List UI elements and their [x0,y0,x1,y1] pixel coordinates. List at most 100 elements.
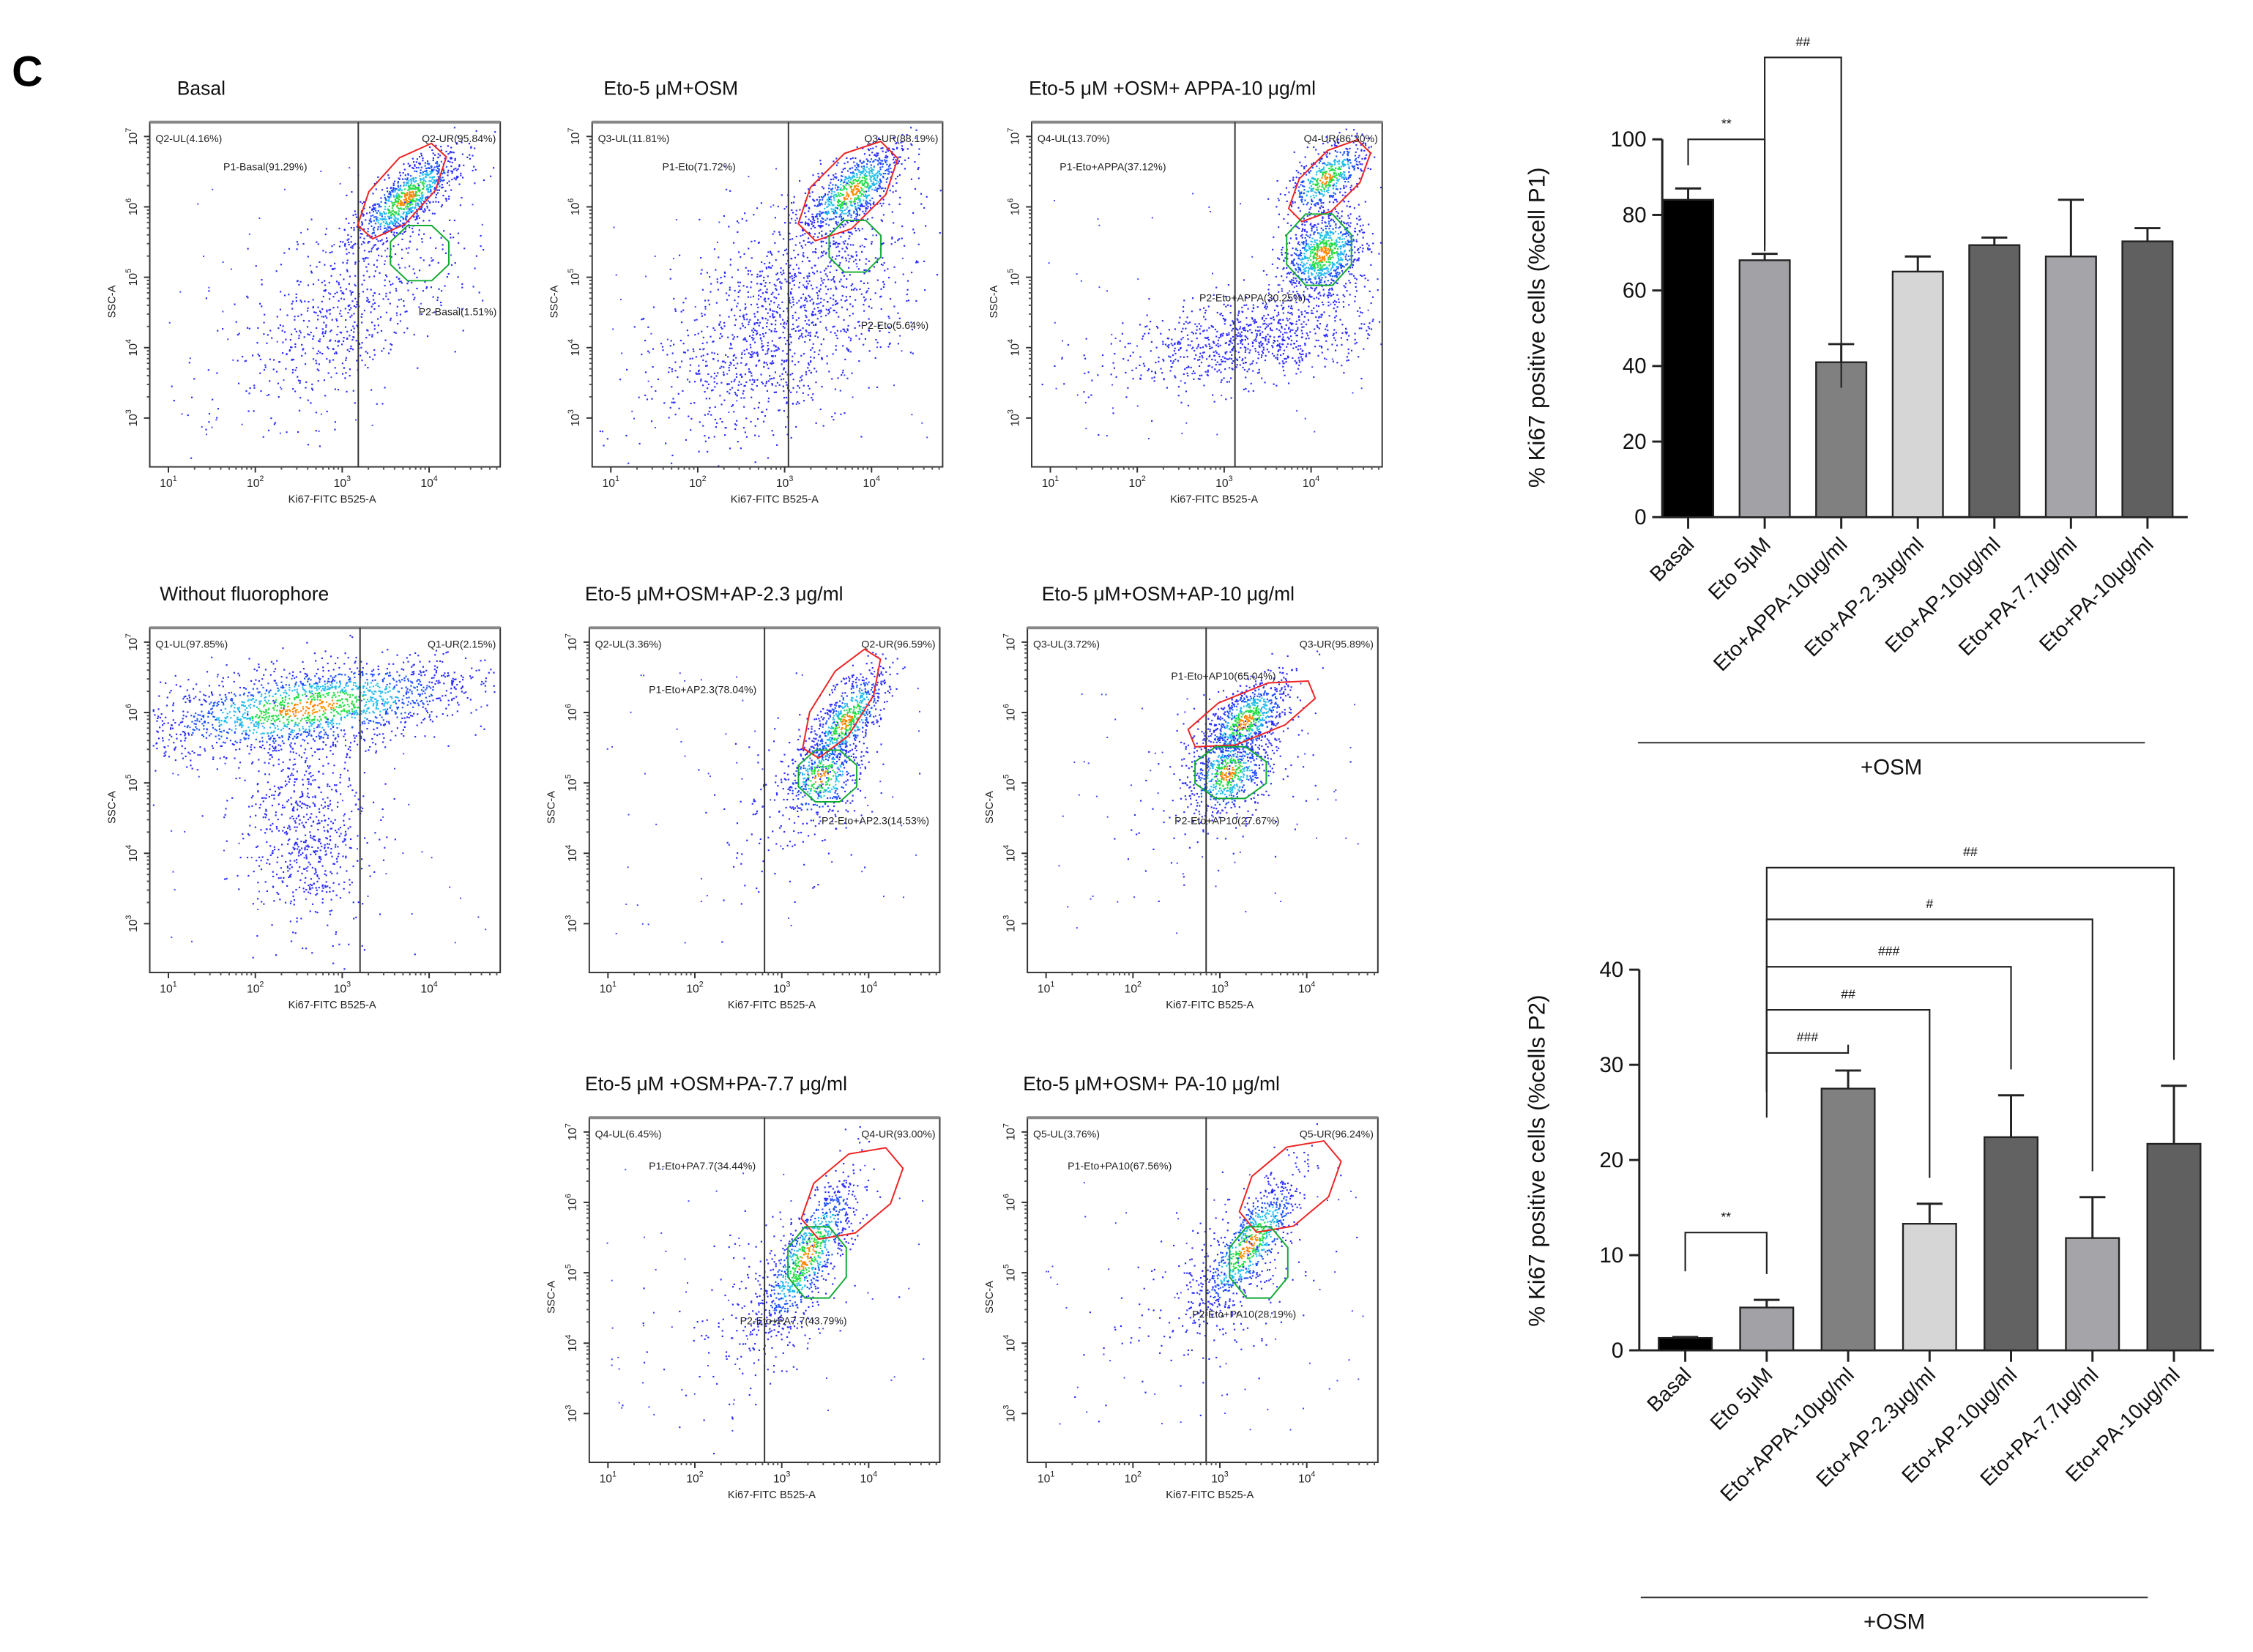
event-dot [737,222,740,224]
event-dot [1308,208,1311,210]
event-dot [1333,275,1336,278]
event-dot [1326,164,1328,166]
event-dot [814,250,816,253]
x-axis-label: Ki67-FITC B525-A [731,494,819,506]
event-dot [772,204,775,206]
event-dot [860,203,863,206]
event-dot [363,201,365,203]
event-dot [386,256,388,258]
event-dot [1290,204,1292,206]
event-dot [792,315,794,317]
event-dot [880,147,882,149]
event-dot [1358,157,1360,159]
event-dot [396,314,398,316]
event-dot [426,184,428,186]
event-dot [837,192,839,194]
event-dot [846,330,849,332]
event-dot [784,371,787,373]
event-dot [446,182,448,185]
event-dot [1339,152,1341,154]
event-dot [712,358,715,360]
event-dot [792,360,794,362]
event-dot [838,200,841,202]
event-dot [911,329,913,331]
event-dot [669,268,671,271]
event-dot [1345,258,1347,261]
event-dot [351,291,354,293]
event-dot [838,194,840,196]
event-dot [804,299,806,301]
event-dot [835,311,838,313]
event-dot [846,195,848,197]
event-dot [885,151,887,153]
event-dot [855,180,857,182]
event-dot [774,355,777,357]
event-dot [802,400,805,402]
event-dot [874,187,876,189]
event-dot [821,172,823,174]
event-dot [1324,163,1326,165]
event-dot [1262,270,1265,272]
event-dot [403,231,406,233]
event-dot [718,323,720,325]
event-dot [395,187,398,190]
event-dot [397,180,400,183]
event-dot [897,343,899,345]
event-dot [899,335,901,337]
event-dot [412,180,414,182]
event-dot [800,272,802,275]
event-dot [773,350,775,352]
event-dot [861,184,864,186]
event-dot [800,376,802,379]
figure-panel-label: C [12,48,43,96]
event-dot [865,175,868,178]
event-dot [740,327,742,330]
event-dot [857,195,859,197]
event-dot [701,315,703,317]
event-dot [349,350,351,353]
event-dot [769,303,771,305]
event-dot [422,177,425,179]
event-dot [846,243,849,245]
event-dot [412,157,414,160]
event-dot [326,410,328,413]
event-dot [792,268,794,271]
event-dot [346,349,349,351]
event-dot [882,242,884,245]
event-dot [769,316,771,318]
event-dot [824,253,827,255]
event-dot [450,157,453,159]
event-dot [298,409,301,412]
event-dot [700,256,702,259]
event-dot [842,194,845,196]
event-dot [1335,185,1337,187]
event-dot [451,161,453,164]
event-dot [729,343,732,345]
event-dot [248,392,250,395]
event-dot [723,165,726,168]
event-dot [440,304,442,307]
event-dot [1320,193,1322,195]
event-dot [1308,171,1310,173]
event-dot [741,217,743,220]
event-dot [782,325,784,328]
event-dot [334,352,336,354]
event-dot [280,387,282,389]
event-dot [723,215,725,217]
event-dot [326,358,328,360]
event-dot [1290,279,1293,281]
event-dot [1306,257,1308,259]
event-dot [858,338,860,340]
event-dot [311,387,313,390]
event-dot [316,362,318,365]
event-dot [612,328,614,330]
event-dot [832,184,834,186]
event-dot [775,288,777,290]
event-dot [1318,167,1320,170]
event-dot [619,379,622,381]
event-dot [418,190,421,193]
event-dot [261,278,263,281]
event-dot [906,280,909,282]
event-dot [351,245,354,248]
event-dot [769,375,771,377]
